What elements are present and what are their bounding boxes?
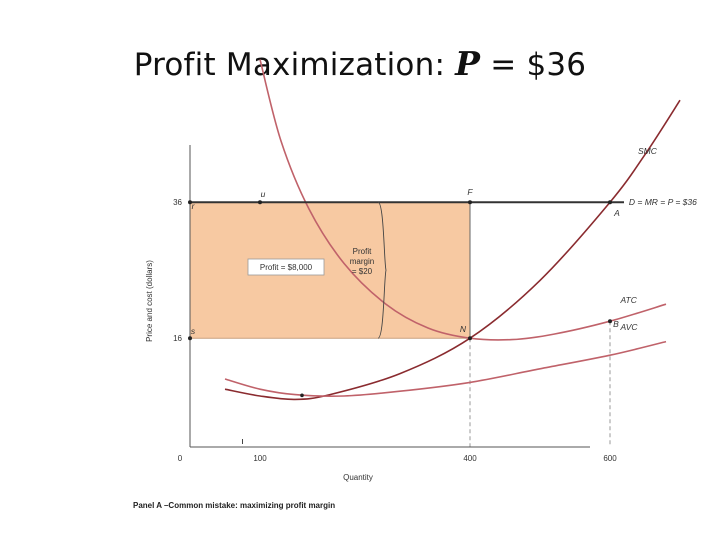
y-tick-36: 36 <box>173 198 182 207</box>
point-B <box>608 319 612 324</box>
point-F <box>468 200 472 205</box>
x-tick-100: 100 <box>253 454 267 463</box>
y-axis-title: Price and cost (dollars) <box>145 260 154 342</box>
series-line-smc <box>224 99 681 401</box>
title-rest: = $36 <box>480 47 587 83</box>
point-s <box>188 336 192 341</box>
point-label-u: u <box>261 189 266 199</box>
points-layer <box>188 200 612 398</box>
point-label-r: r <box>192 201 196 211</box>
series-label-smc: SMC <box>638 146 658 156</box>
profit-region <box>190 202 470 339</box>
title-variable: P <box>455 44 481 83</box>
point-A <box>608 200 612 205</box>
point-r <box>188 200 192 205</box>
series-label-atc: ATC <box>620 295 638 305</box>
point-avc-minimum <box>300 393 304 398</box>
series-line-atc <box>259 59 667 341</box>
guide-layer <box>190 202 611 447</box>
profit-margin-brace <box>377 201 387 339</box>
series-label-avc: AVC <box>620 322 639 332</box>
profit-margin-label-0: Profit <box>353 247 372 256</box>
profit-margin-label-1: margin <box>350 257 374 266</box>
point-N <box>468 336 472 341</box>
y-tick-16: 16 <box>173 334 182 343</box>
x-axis-title: Quantity <box>343 473 373 482</box>
fill-layer <box>190 202 470 339</box>
point-label-s: s <box>191 326 196 336</box>
x-tick-400: 400 <box>463 454 477 463</box>
point-label-N: N <box>460 324 467 334</box>
profit-margin-label-2: = $20 <box>352 267 373 276</box>
text-layer: SMC ATC AVC D = MR = P = $36 u F A N Br s Profit =… <box>133 146 697 510</box>
series-line-avc <box>224 340 667 398</box>
point-u <box>258 200 262 205</box>
point-label-A: A <box>613 208 620 218</box>
chart-caption: Panel A –Common mistake: maximizing prof… <box>133 501 335 510</box>
slide-title: Profit Maximization: P = $36 <box>0 44 720 83</box>
axes-layer: 0 100 400 600 16 36 Quantity Price and cost (do… <box>145 145 617 482</box>
profit-box-label: Profit = $8,000 <box>260 263 313 272</box>
title-text: Profit Maximization: <box>133 47 456 83</box>
series-label-d-mr-p-36: D = MR = P = $36 <box>629 197 697 207</box>
x-tick-600: 600 <box>603 454 617 463</box>
curves-layer <box>190 59 681 401</box>
profit-box <box>247 258 325 276</box>
point-label-F: F <box>467 187 473 197</box>
x-tick-0: 0 <box>178 454 183 463</box>
point-label-B: B <box>613 319 619 329</box>
